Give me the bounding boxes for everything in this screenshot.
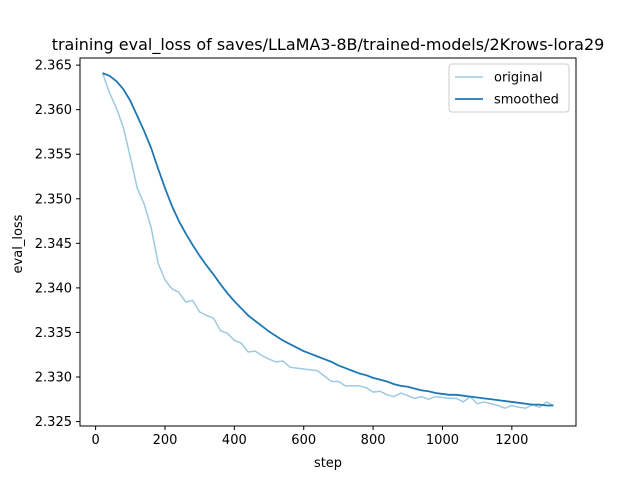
x-tick-label: 1200 [495, 433, 528, 448]
series-line-smoothed [102, 72, 554, 407]
x-axis-label: step [314, 456, 342, 471]
y-tick-label: 2.345 [35, 237, 72, 252]
y-tick-label: 2.365 [35, 59, 72, 74]
y-tick-label: 2.340 [35, 281, 72, 296]
x-tick-label: 400 [222, 433, 247, 448]
series-line-original [101, 72, 554, 409]
x-tick-label: 800 [361, 433, 386, 448]
legend-label-original: original [494, 71, 543, 86]
y-tick-label: 2.335 [35, 326, 72, 341]
y-tick-label: 2.355 [35, 148, 72, 163]
legend-box [448, 63, 570, 113]
x-tick-label: 0 [91, 433, 99, 448]
x-tick-label: 200 [153, 433, 178, 448]
axes-frame [79, 57, 577, 427]
y-tick-label: 2.325 [35, 415, 72, 430]
y-tick-label: 2.330 [35, 370, 72, 385]
y-axis-label: eval_loss [11, 214, 26, 273]
y-axis: 2.325 2.330 2.335 2.340 2.345 2.350 2.355 2.360… [35, 59, 80, 430]
y-tick-label: 2.350 [35, 192, 72, 207]
legend-label-smoothed: smoothed [494, 93, 559, 108]
chart-title: training eval_loss of saves/LLaMA3-8B/tr… [52, 35, 605, 55]
x-tick-label: 600 [291, 433, 316, 448]
x-tick-label: 1000 [426, 433, 459, 448]
legend: original smoothed [448, 63, 570, 113]
y-tick-label: 2.360 [35, 103, 72, 118]
plot-area [79, 57, 577, 427]
x-axis: 0 200 400 600 800 1000 1200 [91, 426, 528, 448]
